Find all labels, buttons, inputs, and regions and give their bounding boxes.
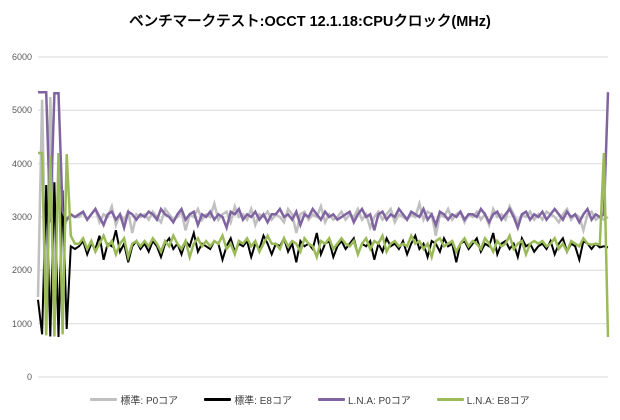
legend-swatch (436, 398, 464, 401)
y-axis-label: 2000 (11, 265, 32, 275)
chart-plot (36, 56, 610, 378)
y-axis-label: 1000 (11, 319, 32, 329)
y-axis-label: 4000 (11, 159, 32, 169)
legend-item-lna-e8: L.N.A: E8コア (436, 392, 530, 407)
y-axis-label: 0 (26, 372, 32, 382)
legend-swatch (204, 398, 232, 401)
legend-swatch (317, 398, 345, 401)
chart-title: ベンチマークテスト:OCCT 12.1.18:CPUクロック(MHz) (129, 14, 491, 30)
legend-label: 標準: E8コア (234, 396, 292, 407)
y-axis-label: 6000 (11, 52, 32, 62)
legend-label: L.N.A: P0コア (347, 396, 411, 407)
y-axis-label: 3000 (11, 212, 32, 222)
legend-item-std-p0: 標準: P0コア (90, 392, 178, 407)
series-line-3 (38, 151, 610, 338)
series-line-0 (36, 96, 609, 308)
series-line-2 (38, 90, 610, 233)
legend: 標準: P0コア 標準: E8コア L.N.A: P0コア L.N.A: E8コ… (0, 392, 620, 407)
legend-item-std-e8: 標準: E8コア (204, 392, 292, 407)
legend-label: 標準: P0コア (120, 396, 179, 407)
y-axis-label: 5000 (11, 105, 32, 115)
legend-swatch (90, 398, 118, 401)
legend-item-lna-p0: L.N.A: P0コア (317, 392, 411, 407)
series-line-1 (37, 182, 609, 338)
legend-label: L.N.A: E8コア (466, 396, 530, 407)
